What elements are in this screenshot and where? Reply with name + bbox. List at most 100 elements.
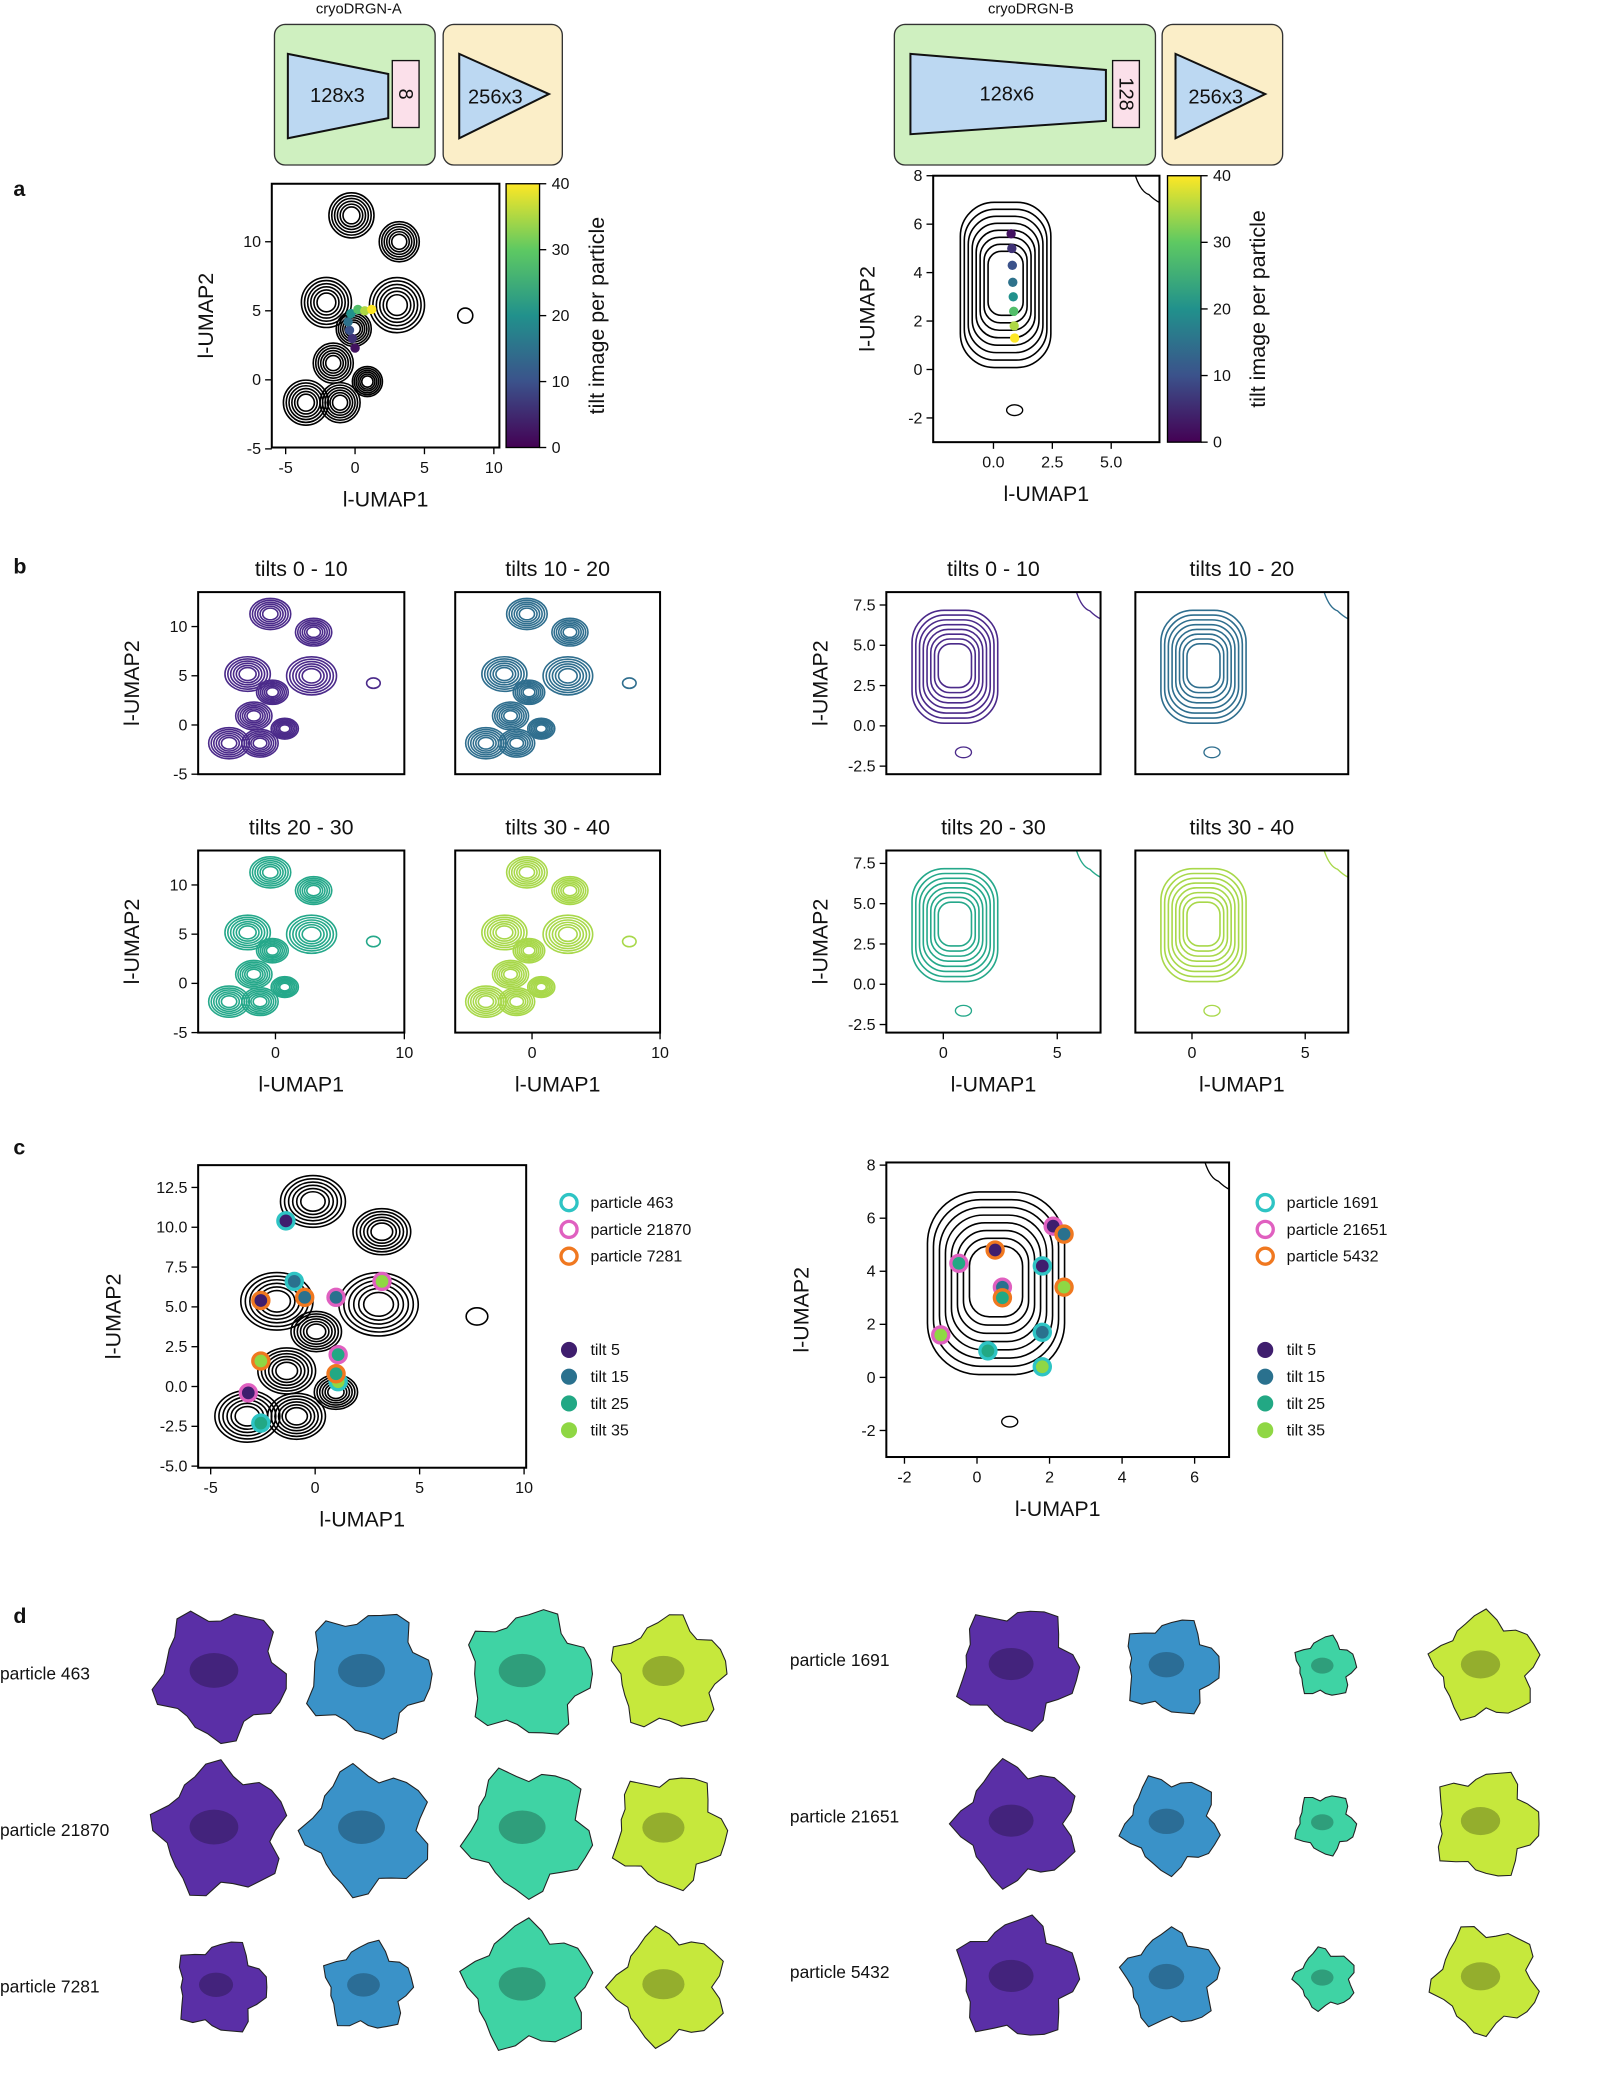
latent: [1111, 59, 1141, 129]
contour-line: [303, 624, 324, 640]
contour-line: [278, 982, 291, 992]
x-tick-label: -5: [279, 459, 293, 477]
y-axis-label: l-UMAP2: [101, 1274, 125, 1360]
contour-line: [277, 981, 293, 994]
volume-shade: [189, 1809, 239, 1845]
chart-title: tilts 10 - 20: [1189, 557, 1294, 581]
contour-line: [263, 943, 282, 958]
trajectory-point: [1009, 321, 1019, 331]
contour-line: [257, 680, 288, 704]
contour-line: [464, 726, 508, 760]
y-axis-label: l-UMAP2: [120, 640, 144, 726]
point: [372, 1271, 392, 1292]
volume: [459, 1767, 594, 1901]
contour-line: [548, 919, 588, 950]
chart: 0.0 2.5 5.0 -2 0 2 4 6 8 l-UMAP1 l-UMAP2 0 10 20 30 40 t…: [855, 167, 1270, 506]
row-label: particle 7281: [0, 1977, 100, 1997]
volume-shade: [498, 1967, 546, 2001]
contour-line: [368, 276, 426, 334]
contour-line: [474, 734, 497, 752]
contour-line: [259, 940, 286, 961]
chart-title: tilts 0 - 10: [947, 557, 1040, 581]
contour-line: [520, 943, 538, 958]
contour-line: [551, 663, 585, 689]
contour-line: [545, 916, 591, 952]
volume-shade: [1460, 1806, 1501, 1836]
contour-line: [472, 991, 500, 1013]
legend-label: tilt 5: [1287, 1341, 1317, 1359]
contour-line: [301, 926, 322, 943]
contour-line: [259, 863, 282, 881]
contour-line: [245, 990, 275, 1013]
contour-line: [954, 746, 973, 759]
panel-label: b: [13, 554, 26, 578]
volume: [305, 1613, 433, 1740]
contour-line: [313, 289, 340, 316]
y-axis-label: l-UMAP2: [808, 640, 832, 726]
contour-line: [533, 722, 549, 735]
contour-line: [918, 619, 992, 714]
contour-line: [299, 879, 329, 902]
panel-label: c: [13, 1135, 25, 1159]
contour-line: [226, 658, 269, 690]
contour-line: [963, 208, 1048, 361]
panel-label: a: [13, 177, 26, 201]
y-tick-label: 0: [914, 361, 923, 379]
contour-line: [528, 977, 554, 997]
arch-title: cryoDRGN-B: [988, 2, 1074, 18]
contour-line: [301, 622, 326, 642]
trajectory-point: [1007, 260, 1017, 271]
latent-label: 8: [394, 88, 416, 99]
contour-line: [929, 891, 980, 957]
volume: [1118, 1926, 1221, 2028]
contour-line: [509, 995, 525, 1008]
contour-line: [500, 966, 521, 983]
trajectory-point: [360, 306, 370, 316]
colorbar-tick-label: 40: [552, 175, 570, 193]
contour-line: [265, 945, 280, 956]
point: [992, 1288, 1013, 1308]
contour-line: [288, 658, 335, 694]
contour-line: [270, 717, 300, 740]
decoder-label: 256x3: [1188, 86, 1243, 108]
y-tick-label: 2.5: [853, 677, 875, 695]
contour-line: [1167, 877, 1240, 973]
architecture-b: cryoDRGN-B 128x6 128 256x3: [893, 2, 1284, 166]
contour-line: [911, 609, 999, 725]
chart: tilts 10 - 20: [454, 557, 662, 776]
chart: 0 10 -5 0 5 10 tilts 20 - 30 l-UMAP1 l-UMAP2: [120, 815, 413, 1096]
x-axis-label: l-UMAP1: [1199, 1073, 1285, 1097]
row-label: particle 463: [0, 1663, 90, 1683]
volume: [1291, 1946, 1355, 2013]
x-tick-label: 0: [939, 1044, 948, 1062]
contour-line: [967, 215, 1044, 354]
contour-line: [1323, 850, 1349, 878]
contour-line: [526, 975, 556, 999]
colorbar-tick-label: 0: [1213, 434, 1222, 452]
contour-line: [486, 660, 523, 688]
y-tick-label: 5: [179, 667, 188, 685]
contour-line: [215, 991, 243, 1013]
contour-line: [535, 723, 548, 734]
point: [295, 1287, 315, 1308]
volume-shade: [1148, 1963, 1185, 1990]
contour-line: [495, 925, 514, 940]
contour-line: [498, 706, 523, 726]
contour-line: [933, 638, 977, 694]
contour-line: [255, 937, 290, 964]
contour-line: [483, 916, 525, 949]
contour-line: [265, 686, 280, 698]
contour-line: [292, 660, 332, 691]
contours: [207, 855, 382, 1019]
contour-line: [294, 617, 333, 647]
contour-line: [270, 1395, 323, 1438]
contour-line: [370, 1222, 394, 1242]
x-axis-label: l-UMAP1: [951, 1073, 1037, 1097]
contour-line: [256, 603, 284, 625]
contours: [926, 1162, 1230, 1428]
contour-line: [295, 1187, 331, 1216]
contour-line: [251, 599, 289, 629]
contour-line: [303, 279, 350, 326]
contour-line: [975, 229, 1036, 339]
